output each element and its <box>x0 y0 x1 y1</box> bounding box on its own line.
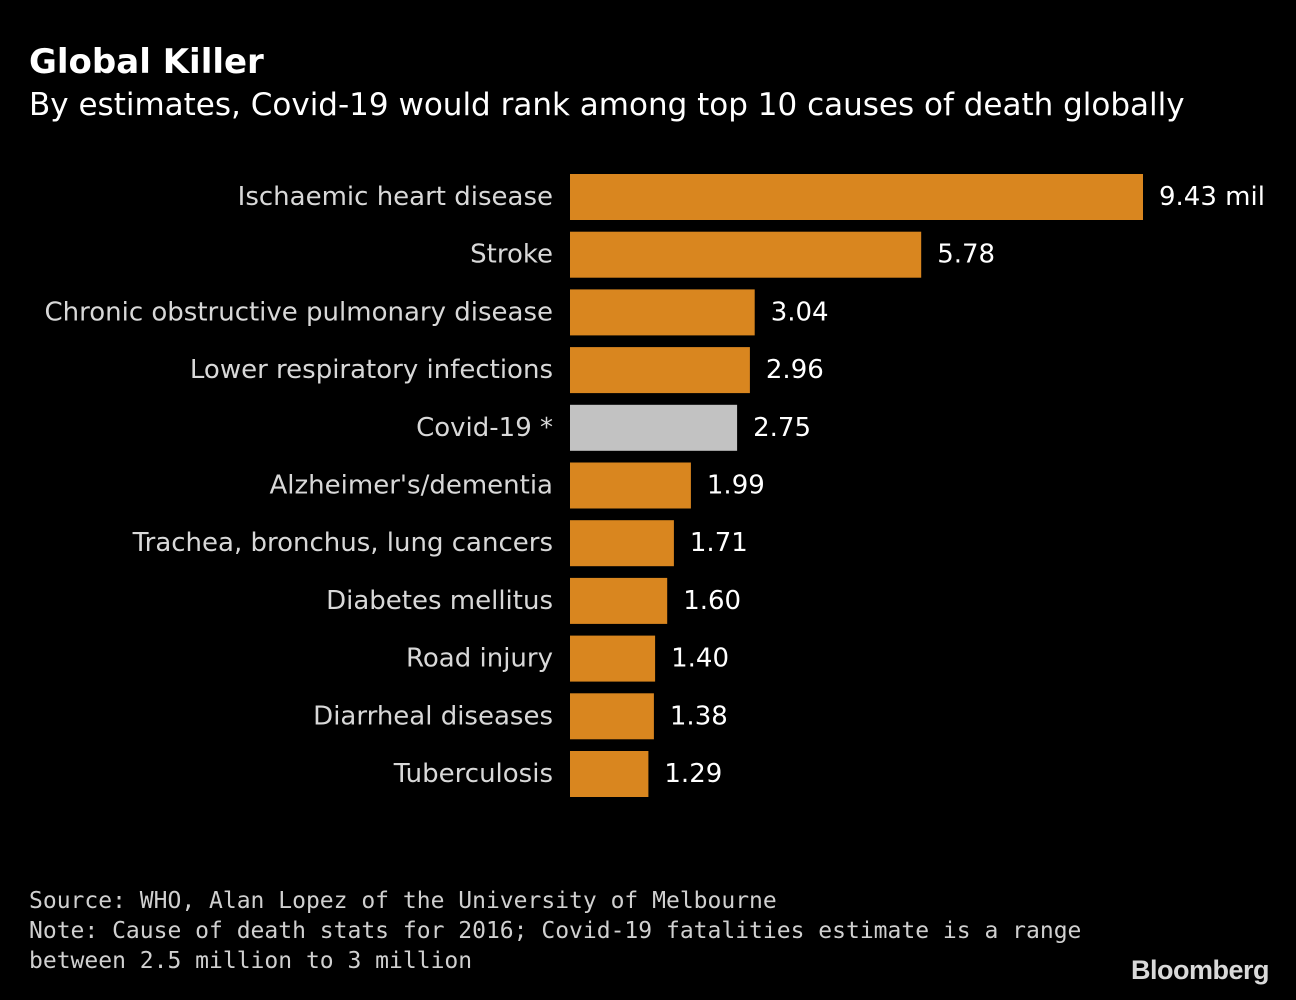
bar <box>570 289 755 336</box>
value-label: 1.40 <box>671 644 729 674</box>
category-label: Diabetes mellitus <box>326 586 553 616</box>
bar-chart: Ischaemic heart disease 9.43 mil Stroke 5.7… <box>44 174 1265 797</box>
category-label: Diarrheal diseases <box>313 701 553 731</box>
source-note: Source: WHO, Alan Lopez of the Universit… <box>29 888 777 914</box>
category-label: Road injury <box>406 644 553 674</box>
bar <box>570 231 922 278</box>
value-label: 5.78 <box>937 240 995 270</box>
category-label: Tuberculosis <box>393 759 553 789</box>
chart-footer: Source: WHO, Alan Lopez of the Universit… <box>29 886 1082 976</box>
note-line-2: between 2.5 million to 3 million <box>29 948 473 974</box>
note-line-1: Note: Cause of death stats for 2016; Cov… <box>29 918 1082 944</box>
value-label: 3.04 <box>771 297 829 327</box>
bloomberg-logo: Bloomberg <box>1130 955 1270 985</box>
bar <box>570 462 691 509</box>
value-label: 9.43 mil <box>1159 182 1265 212</box>
bar <box>570 693 654 740</box>
value-label: 2.96 <box>766 355 824 385</box>
bar <box>570 751 649 797</box>
bar <box>570 577 668 624</box>
category-label: Chronic obstructive pulmonary disease <box>44 297 553 327</box>
category-label: Trachea, bronchus, lung cancers <box>132 528 553 558</box>
bar <box>570 347 750 394</box>
value-label: 1.38 <box>670 701 728 731</box>
chart-subtitle: By estimates, Covid-19 would rank among … <box>29 87 1185 123</box>
bar <box>570 174 1143 220</box>
bar <box>570 635 656 682</box>
bar-highlight <box>570 404 738 451</box>
category-label: Covid-19 * <box>416 413 553 443</box>
chart-title: Global Killer <box>29 42 264 82</box>
bar <box>570 520 674 567</box>
value-label: 1.29 <box>664 759 722 789</box>
category-label: Alzheimer's/dementia <box>270 471 553 501</box>
category-label: Stroke <box>470 240 553 270</box>
value-label: 1.71 <box>690 528 748 558</box>
value-label: 2.75 <box>753 413 811 443</box>
value-label: 1.99 <box>707 471 765 501</box>
category-label: Ischaemic heart disease <box>238 182 553 212</box>
category-label: Lower respiratory infections <box>190 355 553 385</box>
value-label: 1.60 <box>683 586 741 616</box>
